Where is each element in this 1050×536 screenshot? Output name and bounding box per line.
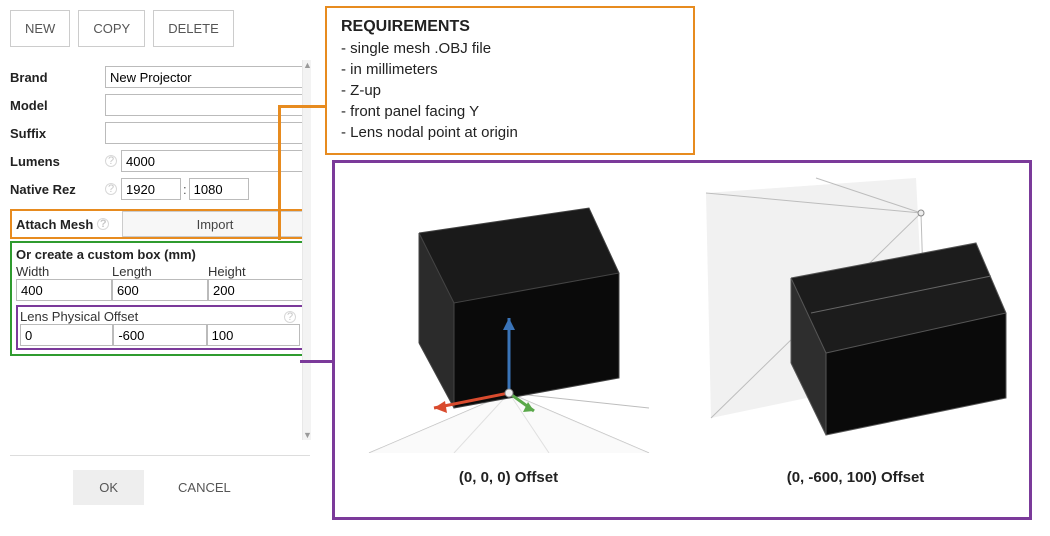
preview-offset xyxy=(682,163,1029,463)
projector-form: NEW COPY DELETE Brand Model Suffix Lumen… xyxy=(10,10,310,356)
custom-box-section: Or create a custom box (mm) Width Length… xyxy=(10,241,310,356)
lens-offset-section: Lens Physical Offset ? xyxy=(16,305,304,350)
scroll-down-icon[interactable]: ▼ xyxy=(303,430,312,440)
length-label: Length xyxy=(112,264,208,279)
lens-offset-label: Lens Physical Offset xyxy=(20,309,284,324)
rez-separator: : xyxy=(183,182,187,197)
scroll-up-icon[interactable]: ▲ xyxy=(303,60,312,70)
model-label: Model xyxy=(10,98,105,113)
requirements-callout: REQUIREMENTS - single mesh .OBJ file - i… xyxy=(325,6,695,155)
offset-x-input[interactable] xyxy=(20,324,113,346)
dialog-buttons: OK CANCEL xyxy=(10,455,310,505)
top-button-row: NEW COPY DELETE xyxy=(10,10,310,47)
requirement-item: Lens nodal point at origin xyxy=(350,124,518,141)
height-label: Height xyxy=(208,264,304,279)
length-input[interactable] xyxy=(112,279,208,301)
width-input[interactable] xyxy=(16,279,112,301)
scrollbar[interactable]: ▲ ▼ xyxy=(302,60,311,440)
requirement-item: single mesh .OBJ file xyxy=(350,40,491,57)
rez-height-input[interactable] xyxy=(189,178,249,200)
native-rez-label: Native Rez xyxy=(10,182,105,197)
help-icon[interactable]: ? xyxy=(105,183,117,195)
suffix-label: Suffix xyxy=(10,126,105,141)
orange-connector-line xyxy=(278,105,281,240)
offset-preview-panel: (0, 0, 0) Offset (0, -600, 100) Offset xyxy=(332,160,1032,520)
help-icon[interactable]: ? xyxy=(284,311,296,323)
width-label: Width xyxy=(16,264,112,279)
requirements-title: REQUIREMENTS xyxy=(341,18,679,36)
requirement-item: Z-up xyxy=(350,82,381,99)
attach-mesh-row: Attach Mesh ? Import xyxy=(10,209,310,239)
offset-z-input[interactable] xyxy=(207,324,300,346)
delete-button[interactable]: DELETE xyxy=(153,10,234,47)
lumens-label: Lumens xyxy=(10,154,105,169)
orange-connector-line xyxy=(278,105,326,108)
custom-box-title: Or create a custom box (mm) xyxy=(16,247,304,262)
requirement-item: in millimeters xyxy=(350,61,438,78)
new-button[interactable]: NEW xyxy=(10,10,70,47)
preview-caption-right: (0, -600, 100) Offset xyxy=(682,469,1029,509)
brand-label: Brand xyxy=(10,70,105,85)
help-icon[interactable]: ? xyxy=(97,218,109,230)
copy-button[interactable]: COPY xyxy=(78,10,145,47)
attach-mesh-label: Attach Mesh xyxy=(16,217,93,232)
preview-origin xyxy=(335,163,682,463)
lumens-input[interactable] xyxy=(121,150,310,172)
purple-connector-line xyxy=(300,360,332,363)
ok-button[interactable]: OK xyxy=(73,470,144,505)
rez-width-input[interactable] xyxy=(121,178,181,200)
offset-y-input[interactable] xyxy=(113,324,206,346)
requirements-list: - single mesh .OBJ file - in millimeters… xyxy=(341,38,679,143)
requirement-item: front panel facing Y xyxy=(350,103,479,120)
cancel-button[interactable]: CANCEL xyxy=(162,470,247,505)
brand-input[interactable] xyxy=(105,66,310,88)
help-icon[interactable]: ? xyxy=(105,155,117,167)
height-input[interactable] xyxy=(208,279,304,301)
preview-caption-left: (0, 0, 0) Offset xyxy=(335,469,682,509)
